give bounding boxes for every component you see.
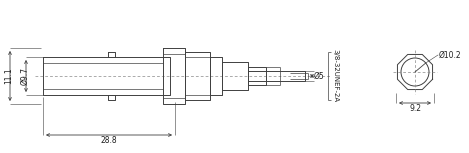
Text: Ø9.7: Ø9.7 — [21, 67, 30, 85]
Text: Ø10.2: Ø10.2 — [439, 50, 461, 60]
Text: 28.8: 28.8 — [101, 136, 117, 145]
Text: 9.2: 9.2 — [409, 104, 421, 113]
Text: Ø5: Ø5 — [314, 71, 325, 80]
Text: 11.1: 11.1 — [5, 68, 14, 84]
Text: 3/8-32UNEF-2A: 3/8-32UNEF-2A — [332, 49, 338, 103]
